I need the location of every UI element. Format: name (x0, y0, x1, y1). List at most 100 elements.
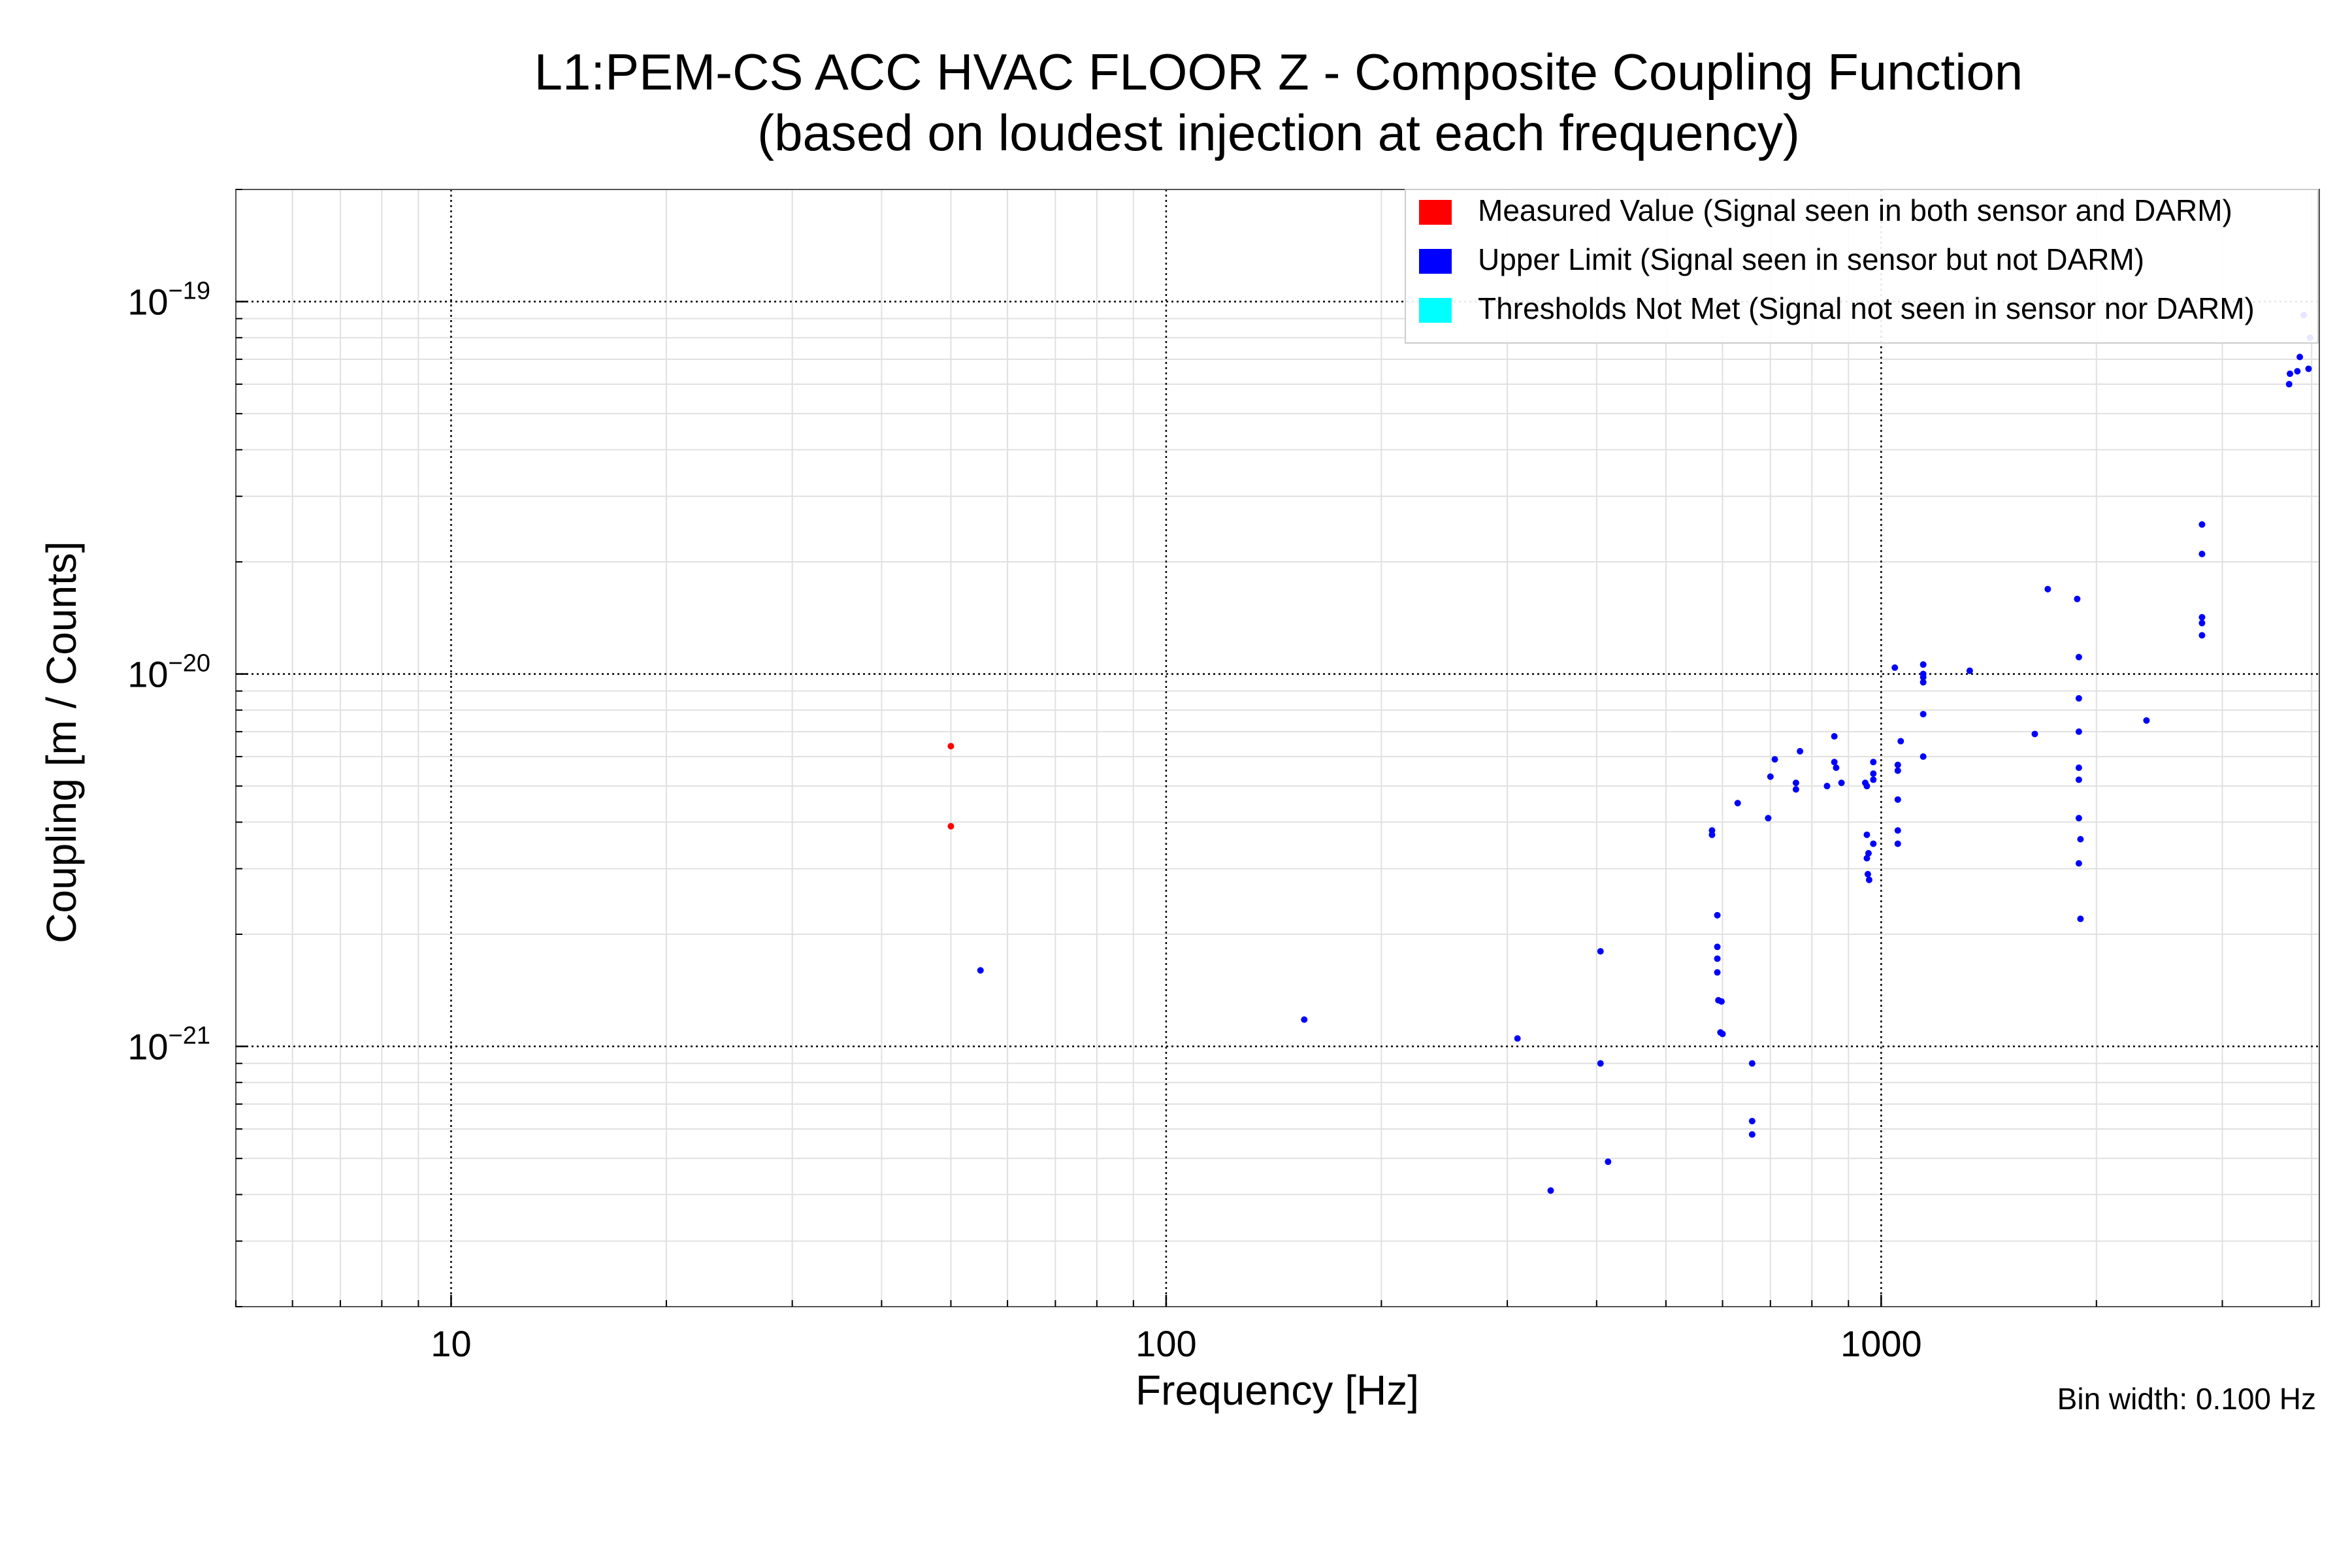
data-point-series-1 (1719, 1030, 1726, 1037)
data-point-series-1 (1714, 969, 1721, 976)
chart-title: L1:PEM-CS ACC HVAC FLOOR Z - Composite C… (534, 43, 2023, 101)
x-axis-ticks: 10 100 1000 (235, 1295, 2313, 1364)
data-point-series-1 (1792, 779, 1799, 787)
data-point-series-1 (2075, 860, 2082, 867)
data-point-series-0 (947, 823, 955, 830)
legend-swatch-0 (1419, 200, 1452, 225)
data-point-series-1 (1891, 664, 1899, 671)
legend-label-2: Thresholds Not Met (Signal not seen in s… (1478, 291, 2255, 325)
x-tick-label: 10 (431, 1323, 471, 1364)
data-point-series-1 (1870, 770, 1877, 777)
data-point-series-1 (2075, 764, 2082, 772)
data-point-series-1 (1748, 1060, 1756, 1067)
data-point-series-1 (1714, 955, 1721, 962)
bin-width-note: Bin width: 0.100 Hz (2057, 1382, 2316, 1416)
data-point-series-1 (1547, 1187, 1554, 1194)
data-point-series-1 (1767, 773, 1774, 780)
data-point-series-1 (1792, 786, 1799, 793)
data-point-series-1 (1797, 747, 1804, 755)
y-tick-label: 10−20 (127, 650, 210, 695)
data-point-series-1 (1597, 948, 1604, 955)
data-point-series-1 (1919, 711, 1927, 718)
data-point-series-1 (1870, 776, 1877, 783)
data-point-series-1 (1870, 759, 1877, 766)
data-point-series-1 (1708, 831, 1716, 838)
data-point-series-1 (2044, 585, 2051, 593)
legend-label-0: Measured Value (Signal seen in both sens… (1478, 193, 2232, 227)
x-tick-label: 1000 (1840, 1323, 1922, 1364)
data-point-series-1 (1863, 855, 1870, 862)
data-points (947, 312, 2313, 1194)
data-point-series-1 (2305, 365, 2312, 372)
data-point-series-1 (1831, 759, 1838, 766)
data-point-series-1 (1919, 679, 1927, 686)
data-point-series-1 (2198, 632, 2206, 639)
legend-label-1: Upper Limit (Signal seen in sensor but n… (1478, 242, 2144, 276)
data-point-series-1 (2294, 368, 2301, 375)
plot-frame (235, 189, 2320, 1307)
data-point-series-1 (1771, 756, 1778, 763)
y-tick-label: 10−21 (127, 1022, 210, 1068)
x-axis-label: Frequency [Hz] (1135, 1367, 1419, 1414)
plot-area (236, 189, 2319, 1307)
data-point-series-1 (1894, 827, 1901, 834)
data-point-series-1 (2296, 353, 2304, 361)
data-point-series-1 (2077, 836, 2084, 843)
data-point-series-1 (1894, 767, 1901, 774)
data-point-series-1 (1514, 1035, 1521, 1042)
data-point-series-1 (2198, 613, 2206, 621)
y-tick-label: 10−19 (127, 278, 210, 323)
data-point-series-1 (2074, 595, 2081, 602)
data-point-series-1 (1865, 876, 1872, 883)
data-point-series-1 (1597, 1060, 1604, 1067)
data-point-series-1 (977, 967, 984, 974)
data-point-series-1 (2198, 619, 2206, 627)
data-point-series-1 (1734, 800, 1741, 807)
data-point-series-1 (1765, 815, 1772, 822)
data-point-series-1 (1894, 796, 1901, 803)
chart-subtitle: (based on loudest injection at each freq… (757, 104, 1800, 161)
data-point-series-1 (1919, 661, 1927, 668)
data-point-series-1 (1919, 753, 1927, 760)
data-point-series-1 (1894, 761, 1901, 768)
data-point-series-1 (2075, 776, 2082, 783)
data-point-series-1 (1301, 1016, 1308, 1023)
data-point-series-1 (2075, 653, 2082, 661)
data-point-series-1 (2198, 521, 2206, 528)
data-point-series-1 (2285, 381, 2293, 388)
x-tick-label: 100 (1135, 1323, 1196, 1364)
data-point-series-1 (1966, 667, 1973, 674)
data-point-series-1 (1865, 850, 1872, 857)
data-point-series-1 (1714, 943, 1721, 951)
data-point-series-1 (1718, 998, 1725, 1005)
y-axis-ticks: 10−21 10−20 10−19 (127, 189, 248, 1307)
data-point-series-1 (1894, 840, 1901, 847)
data-point-series-1 (2075, 728, 2082, 735)
legend: Measured Value (Signal seen in both sens… (1405, 189, 2319, 344)
data-point-series-1 (2143, 717, 2150, 724)
data-point-series-1 (1897, 738, 1904, 745)
data-point-series-1 (1831, 733, 1838, 740)
legend-frame (1405, 189, 2319, 344)
data-point-series-1 (2075, 815, 2082, 822)
data-point-series-1 (1714, 911, 1721, 919)
data-point-series-1 (1863, 783, 1870, 790)
data-point-series-1 (2077, 915, 2084, 923)
legend-swatch-1 (1419, 249, 1452, 274)
data-point-series-0 (947, 743, 955, 750)
data-point-series-1 (1833, 764, 1840, 772)
data-point-series-1 (2031, 730, 2038, 738)
data-point-series-1 (2075, 694, 2082, 702)
data-point-series-1 (1823, 783, 1831, 790)
data-point-series-1 (1838, 779, 1845, 787)
data-point-series-1 (1864, 871, 1871, 878)
y-axis-label: Coupling [m / Counts] (38, 541, 85, 943)
data-point-series-1 (1919, 674, 1927, 681)
data-point-series-1 (1870, 840, 1877, 847)
data-point-series-1 (1605, 1158, 1612, 1166)
data-point-series-1 (1863, 831, 1870, 838)
data-point-series-1 (1748, 1117, 1756, 1124)
legend-swatch-2 (1419, 298, 1452, 323)
data-point-series-1 (2198, 550, 2206, 557)
